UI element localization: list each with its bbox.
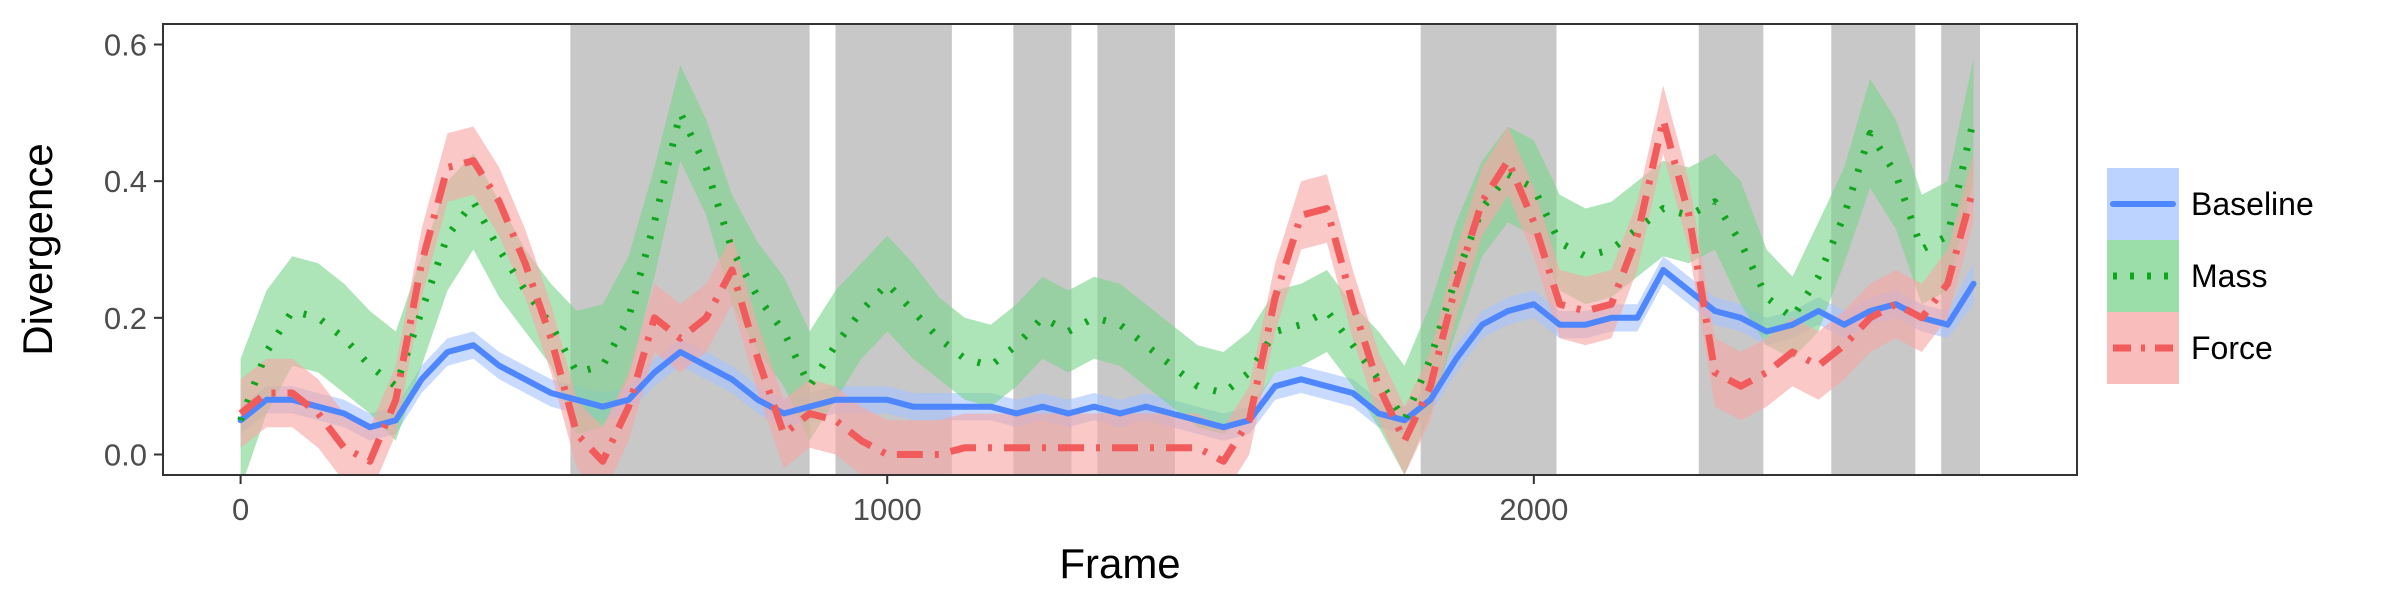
y-tick-label: 0.2 xyxy=(104,301,147,336)
confidence-bands xyxy=(240,58,1974,475)
y-tick-label: 0.4 xyxy=(104,164,147,199)
y-tick-label: 0.0 xyxy=(104,438,147,473)
band-mass xyxy=(240,58,1974,475)
legend: Baseline Mass Force xyxy=(2107,168,2314,384)
x-tick-label: 2000 xyxy=(1499,492,1568,527)
band-force xyxy=(240,85,1974,475)
band-baseline xyxy=(240,256,1974,441)
legend-label: Force xyxy=(2191,330,2273,366)
series-lines xyxy=(237,109,1977,465)
legend-item-mass: Mass xyxy=(2107,240,2267,312)
y-tick-label: 0.6 xyxy=(104,28,147,63)
x-tick-label: 1000 xyxy=(853,492,922,527)
legend-label: Mass xyxy=(2191,258,2267,294)
line-baseline xyxy=(237,267,1977,431)
line-force xyxy=(238,116,1977,465)
x-axis-title: Frame xyxy=(1059,540,1180,587)
legend-key-band xyxy=(2107,240,2179,312)
legend-label: Baseline xyxy=(2191,186,2314,222)
legend-item-force: Force xyxy=(2107,312,2273,384)
y-axis: 0.0 0.2 0.4 0.6 xyxy=(104,28,163,473)
y-axis-title: Divergence xyxy=(14,143,61,355)
x-tick-label: 0 xyxy=(232,492,249,527)
x-axis: 0 1000 2000 xyxy=(232,475,1568,527)
plot-border xyxy=(162,23,2078,476)
legend-item-baseline: Baseline xyxy=(2107,168,2314,240)
